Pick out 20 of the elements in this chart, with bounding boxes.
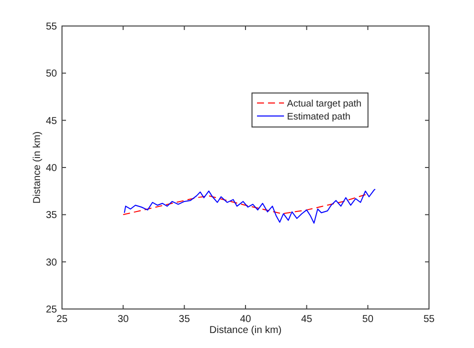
x-axis-title: Distance (in km) xyxy=(209,325,282,336)
y-tick-label: 25 xyxy=(46,304,58,316)
legend-label: Estimated path xyxy=(287,112,350,122)
y-tick-label: 55 xyxy=(46,22,58,32)
x-tick-label: 40 xyxy=(240,314,252,325)
x-tick-label: 45 xyxy=(301,314,313,325)
x-tick-label: 35 xyxy=(178,314,190,325)
y-tick-label: 30 xyxy=(46,257,58,268)
y-axis-title: Distance (in km) xyxy=(32,131,43,204)
line-series xyxy=(124,188,376,224)
x-tick-label: 25 xyxy=(56,314,68,325)
x-tick-label: 55 xyxy=(423,314,435,325)
y-tick-label: 40 xyxy=(46,163,58,174)
y-tick-label: 35 xyxy=(46,210,58,222)
legend-label: Actual target path xyxy=(287,98,362,110)
x-tick-label: 50 xyxy=(362,314,374,325)
x-tick-label: 30 xyxy=(118,314,130,325)
y-tick-label: 45 xyxy=(46,116,58,127)
y-tick-label: 50 xyxy=(46,68,58,80)
line-series xyxy=(122,193,368,216)
